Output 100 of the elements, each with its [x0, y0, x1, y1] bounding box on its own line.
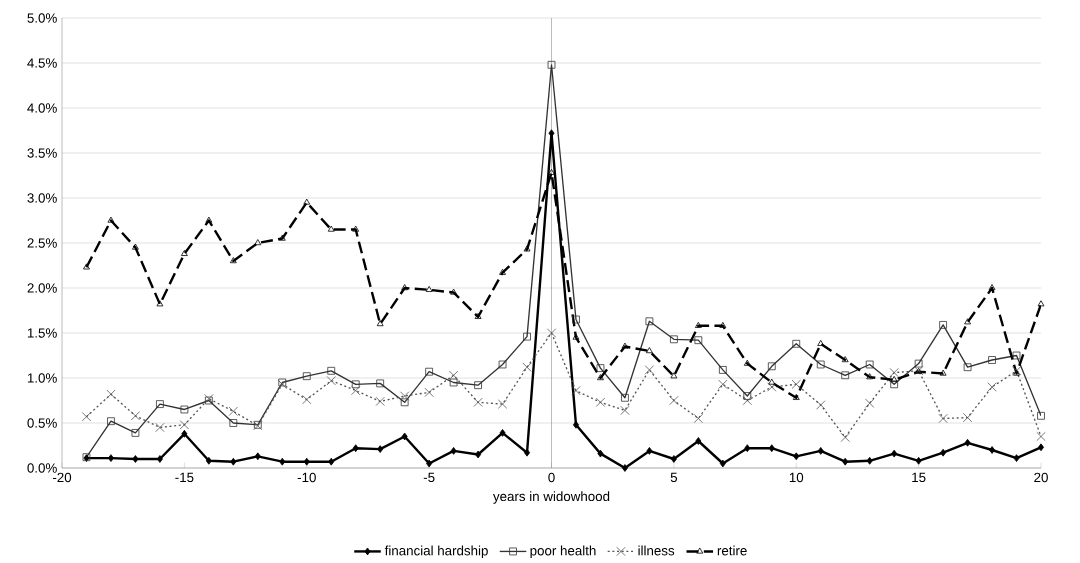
- point: [546, 328, 557, 338]
- point: [156, 455, 163, 464]
- point: [376, 320, 384, 327]
- point: [719, 322, 727, 329]
- point: [866, 373, 874, 380]
- point: [840, 432, 850, 443]
- point: [793, 452, 800, 461]
- point: [890, 380, 899, 389]
- point: [230, 458, 237, 466]
- point: [768, 378, 776, 385]
- point: [1012, 351, 1021, 360]
- point: [401, 284, 409, 291]
- point: [473, 397, 483, 408]
- point: [155, 423, 165, 433]
- point: [768, 444, 775, 453]
- point: [694, 322, 702, 329]
- point: [352, 444, 359, 453]
- point: [107, 216, 115, 223]
- point: [523, 332, 531, 341]
- point: [791, 379, 801, 390]
- point: [425, 286, 433, 293]
- point: [497, 399, 508, 409]
- point: [449, 378, 458, 387]
- point: [132, 243, 139, 250]
- point: [940, 449, 947, 457]
- point: [695, 437, 702, 446]
- point: [989, 446, 996, 455]
- point: [621, 464, 628, 473]
- point: [817, 447, 824, 455]
- point: [499, 269, 506, 276]
- point: [865, 398, 875, 409]
- point: [963, 363, 972, 372]
- point: [596, 364, 605, 373]
- point: [106, 389, 116, 400]
- point: [156, 400, 164, 409]
- legend-label: retire: [717, 545, 747, 556]
- point: [645, 317, 654, 326]
- point: [889, 368, 899, 378]
- point: [962, 413, 973, 423]
- legend-label: poor health: [530, 545, 596, 559]
- point: [548, 169, 555, 176]
- point: [327, 225, 335, 232]
- point: [474, 381, 482, 390]
- point: [278, 234, 286, 241]
- point: [743, 392, 752, 401]
- point: [448, 370, 459, 381]
- point: [83, 263, 90, 270]
- point: [571, 386, 581, 396]
- point: [205, 457, 212, 465]
- point: [377, 445, 384, 454]
- y-tick-label: 4.0%: [27, 103, 57, 113]
- point: [302, 395, 312, 405]
- point: [400, 391, 410, 401]
- point: [597, 374, 604, 381]
- y-tick-label: 2.0%: [27, 283, 57, 293]
- point: [719, 459, 726, 468]
- point: [351, 386, 361, 396]
- point: [987, 382, 997, 392]
- point: [450, 288, 458, 295]
- y-tick-label: 3.5%: [27, 148, 57, 158]
- point: [475, 450, 482, 459]
- point: [572, 333, 580, 340]
- point: [890, 376, 898, 383]
- point: [1038, 443, 1045, 452]
- point: [425, 368, 433, 376]
- point: [107, 454, 114, 463]
- point: [279, 458, 286, 466]
- x-tick-label: -10: [297, 472, 316, 483]
- x-tick-label: 5: [670, 472, 678, 483]
- x-tick-label: -15: [175, 472, 194, 483]
- point: [744, 444, 751, 453]
- point: [107, 417, 115, 426]
- point: [499, 429, 506, 437]
- point: [597, 449, 604, 458]
- point: [718, 379, 728, 390]
- y-tick-label: 0.0%: [27, 463, 57, 473]
- point: [742, 396, 752, 406]
- point: [426, 459, 433, 468]
- point: [620, 405, 630, 416]
- point: [841, 371, 850, 380]
- x-tick-label: 20: [1034, 472, 1048, 483]
- point: [132, 455, 139, 464]
- point: [352, 225, 360, 232]
- point: [131, 429, 140, 437]
- y-tick-label: 4.5%: [27, 58, 57, 68]
- point: [302, 372, 311, 381]
- point: [644, 365, 655, 375]
- x-tick-label: 10: [789, 472, 804, 483]
- x-tick-label: -5: [423, 472, 435, 483]
- point: [621, 394, 629, 402]
- point: [939, 369, 947, 376]
- point: [988, 356, 996, 365]
- point: [964, 318, 971, 325]
- point: [670, 455, 677, 464]
- point: [1037, 412, 1045, 420]
- x-tick-label: 15: [912, 472, 926, 483]
- point: [1036, 432, 1046, 442]
- point: [326, 376, 336, 386]
- point: [939, 321, 947, 329]
- point: [424, 387, 434, 398]
